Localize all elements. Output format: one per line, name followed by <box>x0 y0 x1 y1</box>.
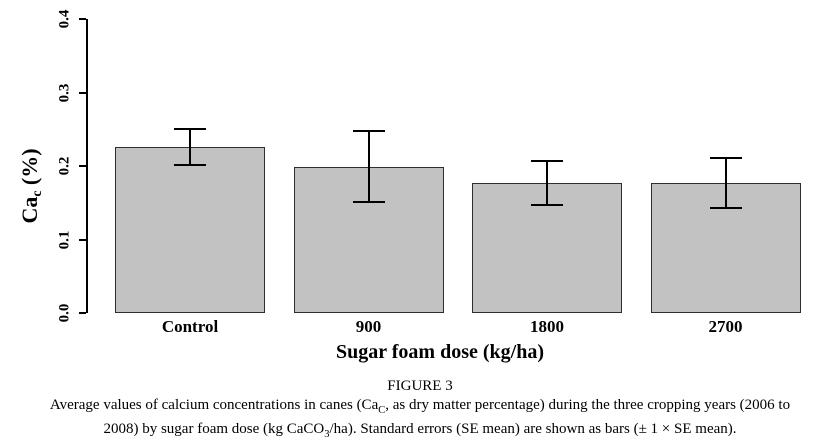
error-bar-line <box>724 157 727 208</box>
y-axis-title-unit: (%) <box>17 148 43 191</box>
y-axis-line <box>86 19 88 313</box>
bar-chart: Cac (%) Sugar foam dose (kg/ha) 0.0 0.1 0.… <box>17 9 801 363</box>
x-category-label: 2700 <box>708 317 743 336</box>
y-axis-title: Cac (%) <box>17 148 45 223</box>
caption-line-1-subscript: C <box>378 404 386 416</box>
y-tick-label: 0.2 <box>56 156 73 176</box>
x-category-label: 1800 <box>530 317 564 336</box>
y-axis-tick <box>79 91 86 94</box>
y-axis-tick <box>79 312 86 314</box>
y-tick-label: 0.0 <box>56 303 73 323</box>
figure-label: FIGURE 3 <box>387 378 453 394</box>
error-bar-line <box>367 131 370 202</box>
y-axis-title-subscript: c <box>28 190 44 197</box>
error-bar-cap-top <box>709 156 742 159</box>
x-category-label: 900 <box>355 317 382 336</box>
bar <box>115 146 265 313</box>
caption-line-2-subscript: 3 <box>324 429 330 440</box>
error-bar-cap-top <box>352 130 385 133</box>
caption-line-2: 2008) by sugar foam dose (kg CaCO3/ha). … <box>0 420 840 442</box>
y-axis-tick <box>79 18 86 20</box>
y-tick-label: 0.3 <box>56 83 73 102</box>
x-category-label: Control <box>161 317 219 336</box>
caption-line-2-text: 2008) by sugar foam dose (kg CaCO <box>103 421 325 437</box>
error-bar-cap-bottom <box>709 206 742 209</box>
y-tick-label: 0.1 <box>56 230 73 249</box>
figure-caption: FIGURE 3 Average values of calcium conce… <box>0 377 840 442</box>
error-bar-line <box>189 128 191 166</box>
error-bar-cap-top <box>531 159 563 162</box>
caption-line-1: Average values of calcium concentrations… <box>0 396 840 421</box>
caption-line-2-rest: /ha). Standard errors (SE mean) are show… <box>329 421 737 437</box>
error-bar-cap-bottom <box>352 201 385 203</box>
error-bar-cap-top <box>174 127 206 130</box>
y-axis-tick <box>79 165 86 167</box>
error-bar-cap-bottom <box>531 203 563 206</box>
caption-line-1-text: Average values of calcium concentrations… <box>49 396 379 413</box>
caption-line-1-rest: , as dry matter percentage) during the t… <box>385 396 791 413</box>
y-tick-label: 0.4 <box>56 9 73 29</box>
y-axis-tick <box>79 238 86 241</box>
y-axis-title-text: Ca <box>17 196 43 224</box>
error-bar-line <box>546 160 548 205</box>
x-axis-title: Sugar foam dose (kg/ha) <box>336 341 544 363</box>
error-bar-cap-bottom <box>174 164 206 167</box>
